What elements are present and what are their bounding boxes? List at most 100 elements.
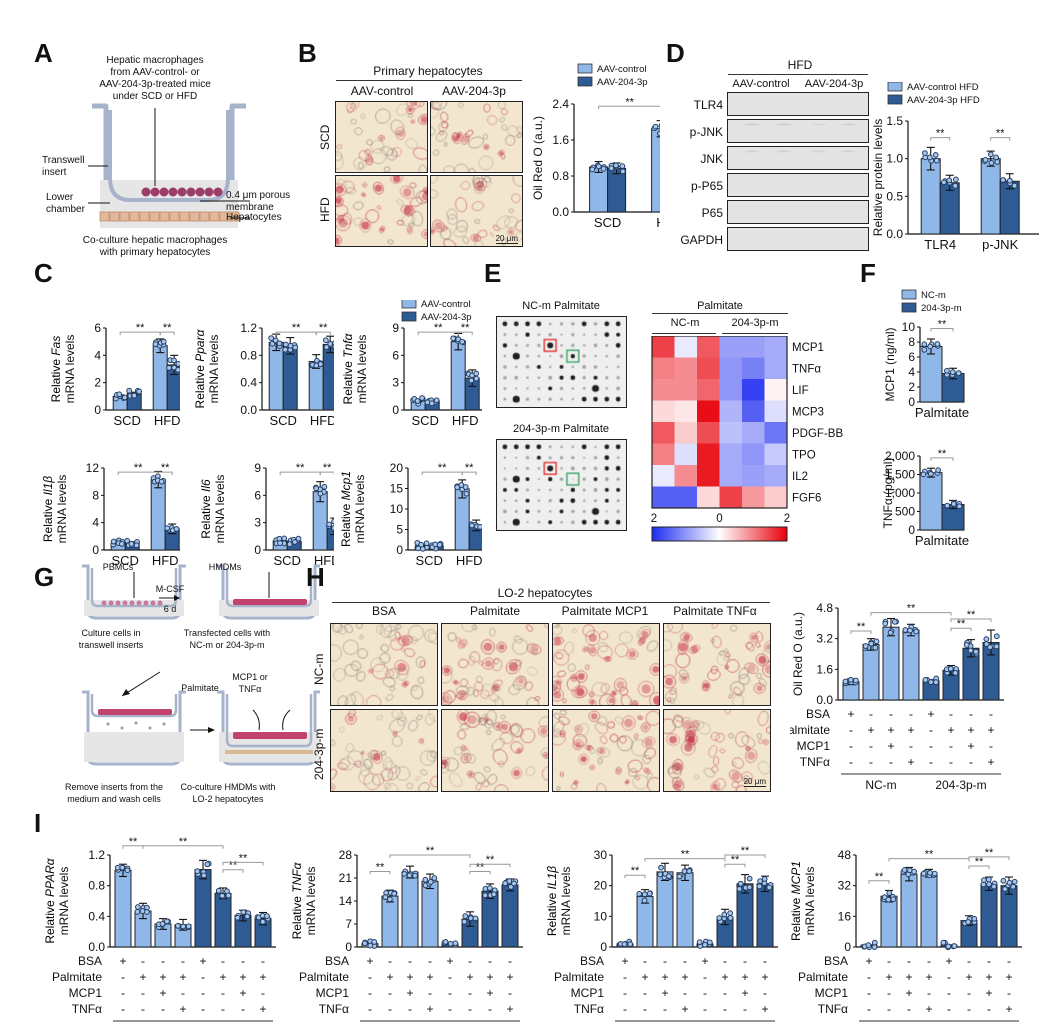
heatmap-cell (742, 357, 765, 380)
row-label: HFD (318, 197, 332, 222)
y-label-text: Relative protein levels (871, 119, 885, 236)
col-label: AAV-control (732, 78, 790, 90)
colorbar-tick: -2 (650, 513, 657, 525)
data-point (462, 913, 469, 919)
heatmap-cell (652, 379, 675, 401)
heatmap-cell (719, 357, 743, 380)
significance-label: ** (319, 322, 328, 334)
treatment-mark: - (969, 755, 973, 769)
caption-line: Culture cells in (81, 628, 141, 638)
y-tick-label: 0 (844, 940, 851, 954)
y-axis-label: Relative MCP1 mRNA levels (790, 861, 817, 941)
bar (882, 626, 900, 701)
data-point (469, 522, 475, 529)
caption-line: LO-2 hepatocytes (192, 794, 264, 804)
chart-c-fas: 0 2 4 6 Relative Fas mRNA levels SCD HFD ** ** (50, 321, 180, 428)
data-point (1000, 877, 1007, 884)
bar (589, 166, 609, 213)
significance-bracket (950, 618, 992, 623)
label-hepatocytes: Hepatocytes (226, 212, 282, 223)
heatmap-cell (652, 336, 675, 358)
treatment-mark: - (388, 1002, 392, 1016)
data-point (947, 665, 954, 672)
data-point (652, 123, 659, 130)
treatment-row-label: MCP1 (316, 986, 350, 1000)
treatment-row-label: BSA (580, 954, 604, 968)
treatment-mark: - (927, 954, 931, 968)
y-tick-label: 20 (390, 461, 404, 475)
y-tick-label: 1.6 (552, 133, 569, 147)
data-point (119, 864, 126, 871)
treatment-mark: - (929, 755, 933, 769)
data-point (201, 872, 207, 879)
significance-label: ** (476, 862, 485, 874)
data-point (983, 636, 990, 643)
treatment-row-label: Palmitate (790, 723, 830, 737)
treatment-mark: + (239, 986, 246, 1000)
data-point (486, 885, 493, 891)
treatment-mark: - (743, 954, 747, 968)
treatment-mark: - (849, 723, 853, 737)
significance-bracket (950, 627, 972, 632)
data-point (952, 182, 959, 189)
data-point (160, 338, 167, 345)
treatment-mark: - (368, 970, 372, 984)
row-label: NC-m (312, 653, 326, 685)
group-label: NC-m (865, 778, 896, 792)
significance-bracket (369, 871, 391, 875)
y-label-text-2: mRNA levels (355, 335, 369, 404)
data-point (847, 676, 854, 683)
data-point (987, 644, 993, 651)
data-point (317, 361, 324, 368)
title-line: under SCD or HFD (112, 91, 198, 102)
heatmap-cell (674, 336, 698, 358)
y-tick-label: 10 (390, 502, 404, 516)
title-line: AAV-204-3p-treated mice (99, 79, 211, 90)
treatment-mark: - (869, 707, 873, 721)
caption-step-4: Co-culture HMDMs with LO-2 hepatocytes (180, 781, 275, 805)
panel-letter-e: E (484, 258, 502, 288)
panel-letter-h: H (306, 562, 325, 592)
treatment-mark: - (949, 707, 953, 721)
bar (756, 883, 774, 948)
y-tick-label: 0 (345, 940, 352, 954)
scale-bar: 20 μm (743, 777, 766, 787)
y-tick-label: 10 (902, 320, 916, 334)
data-point (427, 879, 434, 885)
data-point (589, 166, 596, 173)
legend-label: NC-m (921, 290, 946, 301)
data-point (164, 525, 171, 532)
heatmap-cell (742, 443, 765, 466)
bar (980, 883, 998, 948)
data-point (295, 535, 302, 542)
data-point (681, 868, 688, 875)
significance-bracket (461, 471, 477, 476)
heatmap-cell (764, 443, 788, 466)
treatment-row-label: TNFα (818, 1002, 848, 1016)
data-point (419, 395, 425, 401)
data-point (159, 920, 166, 927)
treatment-mark: - (663, 954, 667, 968)
panel-letter-g: G (34, 562, 55, 592)
label-lower-chamber: Lower chamber (46, 192, 85, 216)
treatment-mark: - (867, 970, 871, 984)
y-label-text-2: mRNA levels (213, 475, 227, 544)
data-point (317, 490, 324, 497)
data-point (450, 335, 457, 342)
treatment-mark: + (925, 970, 932, 984)
micrograph: 20 μm (663, 709, 771, 792)
treatment-mark: + (905, 970, 912, 984)
data-point (281, 535, 288, 542)
data-point (902, 627, 909, 633)
treatment-mark: - (201, 1002, 205, 1016)
treatment-mark: + (259, 1002, 266, 1016)
heatmap-cell (697, 465, 720, 487)
data-point (1011, 878, 1018, 885)
data-point (185, 923, 192, 930)
treatment-mark: - (201, 986, 205, 1000)
treatment-mark: - (448, 970, 452, 984)
data-point (658, 864, 664, 871)
data-point (873, 638, 880, 645)
caption-line: Transfected cells with (183, 628, 271, 638)
data-point (442, 938, 449, 945)
